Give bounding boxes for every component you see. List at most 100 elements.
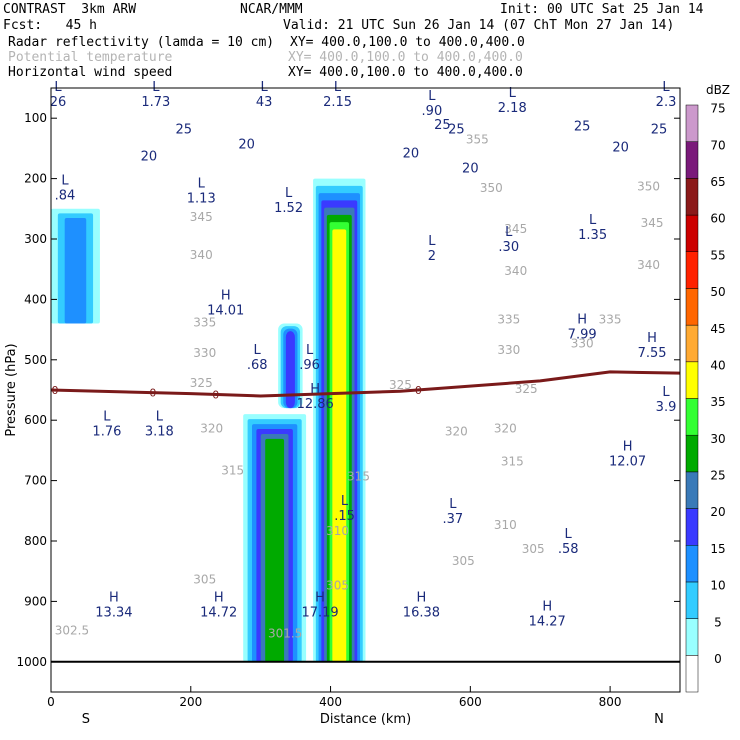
colorbar-swatch bbox=[685, 251, 699, 289]
pressure-center-type: L bbox=[428, 234, 436, 249]
theta-contour-label: 320 bbox=[200, 421, 223, 435]
field-wind: Horizontal wind speed bbox=[8, 65, 173, 80]
reflectivity-band bbox=[332, 229, 347, 662]
colorbar-label: 75 bbox=[710, 102, 725, 116]
theta-contour-label: 315 bbox=[501, 455, 524, 469]
pressure-center-value: 3.18 bbox=[145, 424, 174, 439]
colorbar-swatch bbox=[685, 288, 699, 326]
pressure-center-type: H bbox=[647, 331, 657, 346]
pressure-center-type: L bbox=[103, 409, 111, 424]
wind-contour-label: 20 bbox=[403, 146, 420, 161]
pressure-center-value: 1.76 bbox=[92, 424, 121, 439]
pressure-center-type: L bbox=[662, 385, 670, 400]
colorbar-label: 65 bbox=[710, 175, 725, 189]
theta-contour-label: 310 bbox=[326, 524, 349, 538]
pressure-center-value: 12.86 bbox=[297, 397, 334, 412]
colorbar-swatch bbox=[685, 618, 699, 656]
pressure-center-value: 43 bbox=[256, 95, 273, 110]
theta-contour-label: 302.5 bbox=[55, 624, 89, 638]
colorbar-swatch bbox=[685, 581, 699, 619]
theta-contour-label: 305 bbox=[522, 542, 545, 556]
y-tick-label: 800 bbox=[24, 534, 47, 548]
reflectivity-band bbox=[64, 217, 87, 324]
colorbar-swatch bbox=[685, 214, 699, 252]
pressure-center-value: .84 bbox=[55, 189, 76, 204]
wind-contour-label: 20 bbox=[141, 149, 158, 164]
theta-contour-label: 330 bbox=[497, 343, 520, 357]
theta-contour-label: 310 bbox=[494, 518, 517, 532]
pressure-center-value: .37 bbox=[443, 512, 464, 527]
pressure-center-value: 26 bbox=[50, 95, 67, 110]
colorbar-swatch bbox=[685, 324, 699, 363]
pressure-center-type: L bbox=[505, 225, 513, 240]
wind-contour-label: 20 bbox=[238, 137, 255, 152]
pressure-center-type: L bbox=[285, 186, 293, 201]
colorbar-label: 30 bbox=[710, 432, 725, 446]
theta-contour-label: 345 bbox=[190, 210, 213, 224]
theta-contour-label: 345 bbox=[504, 222, 527, 236]
pressure-center-type: L bbox=[341, 494, 349, 509]
y-tick-label: 500 bbox=[24, 353, 47, 367]
theta-contour-label: 335 bbox=[497, 313, 520, 327]
theta-contour-label: 330 bbox=[193, 346, 216, 360]
theta-contour-label: 325 bbox=[190, 376, 213, 390]
pressure-center-type: H bbox=[214, 590, 224, 605]
plot-frame bbox=[50, 87, 681, 693]
colorbar-swatch bbox=[685, 508, 699, 546]
freezing-level-label: 0 bbox=[52, 384, 59, 397]
pressure-center-type: H bbox=[417, 590, 427, 605]
pressure-center-value: .30 bbox=[498, 240, 519, 255]
theta-contour-label: 305 bbox=[452, 554, 475, 568]
wind-contour-label: 25 bbox=[651, 122, 668, 137]
field-reflectivity: Radar reflectivity (lamda = 10 cm) bbox=[8, 35, 275, 50]
x-axis-south-label: S bbox=[82, 712, 90, 727]
theta-contour-label: 340 bbox=[190, 248, 213, 262]
y-axis-label: Pressure (hPa) bbox=[4, 343, 19, 436]
theta-contour-label: 335 bbox=[193, 316, 216, 330]
theta-contour-label: 305 bbox=[326, 578, 349, 592]
pressure-center-type: L bbox=[61, 174, 69, 189]
pressure-center-type: L bbox=[254, 343, 262, 358]
pressure-center-value: 14.27 bbox=[529, 615, 566, 630]
pressure-center-value: .58 bbox=[558, 542, 579, 557]
colorbar-swatch bbox=[685, 178, 699, 216]
pressure-center-value: 17.19 bbox=[301, 605, 338, 620]
wind-contour-label: 25 bbox=[574, 119, 591, 134]
center-title: NCAR/MMM bbox=[240, 2, 303, 17]
theta-contour-label: 345 bbox=[641, 216, 664, 230]
pressure-center-value: 2 bbox=[428, 249, 436, 264]
colorbar-label: 20 bbox=[710, 505, 725, 519]
y-tick-label: 200 bbox=[24, 172, 47, 186]
pressure-center-value: .68 bbox=[247, 358, 268, 373]
y-tick-label: 300 bbox=[24, 232, 47, 246]
theta-contour-label: 320 bbox=[494, 421, 517, 435]
colorbar-swatch bbox=[685, 398, 699, 436]
colorbar-label: 60 bbox=[710, 212, 725, 226]
pressure-center-type: L bbox=[428, 89, 436, 104]
theta-contour-label: 325 bbox=[515, 382, 538, 396]
reflectivity-band bbox=[285, 331, 295, 409]
freezing-level-line bbox=[50, 370, 681, 398]
pressure-center-type: H bbox=[623, 439, 633, 454]
pressure-center-type: L bbox=[565, 527, 573, 542]
freezing-level-label: 0 bbox=[415, 384, 422, 397]
wind-contour-label: 20 bbox=[612, 140, 629, 155]
colorbar-label: 45 bbox=[710, 322, 725, 336]
pressure-center-type: L bbox=[156, 409, 164, 424]
pressure-center-type: H bbox=[310, 382, 320, 397]
colorbar-swatch bbox=[685, 545, 699, 583]
theta-contour-label: 325 bbox=[389, 378, 412, 392]
theta-contour-label: 315 bbox=[221, 464, 244, 478]
wind-contour-label: 20 bbox=[462, 162, 479, 177]
colorbar-swatch bbox=[685, 104, 699, 142]
theta-contour-label: 350 bbox=[480, 181, 503, 195]
pressure-center-type: L bbox=[449, 497, 457, 512]
pressure-center-type: L bbox=[509, 86, 517, 101]
pressure-center-value: 16.38 bbox=[403, 605, 440, 620]
pressure-center-value: 2.15 bbox=[323, 95, 352, 110]
pressure-center-type: L bbox=[198, 177, 206, 192]
pressure-center-value: .15 bbox=[334, 509, 355, 524]
theta-contour-label: 340 bbox=[637, 258, 660, 272]
colorbar-label: 70 bbox=[710, 138, 725, 152]
pressure-center-value: .90 bbox=[422, 104, 443, 119]
